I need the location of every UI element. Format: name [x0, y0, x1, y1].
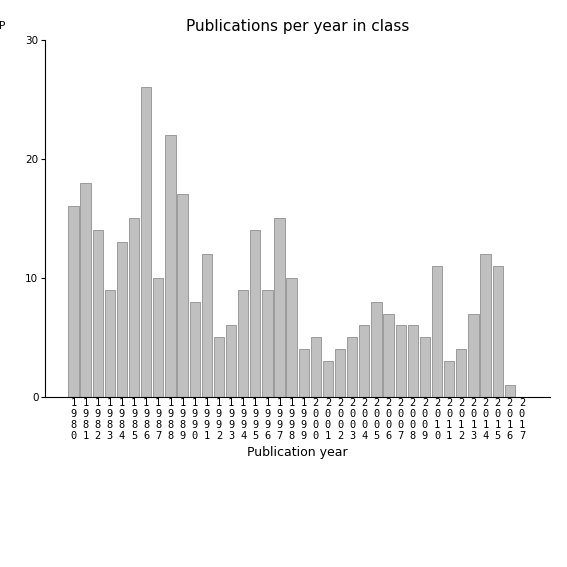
- Bar: [189, 302, 200, 397]
- Bar: [505, 385, 515, 397]
- Bar: [371, 302, 382, 397]
- Bar: [335, 349, 345, 397]
- Bar: [92, 230, 103, 397]
- Bar: [238, 290, 248, 397]
- Bar: [493, 266, 503, 397]
- Bar: [347, 337, 357, 397]
- Bar: [299, 349, 309, 397]
- Bar: [202, 254, 212, 397]
- Bar: [274, 218, 285, 397]
- Bar: [81, 183, 91, 397]
- Bar: [396, 325, 406, 397]
- Bar: [408, 325, 418, 397]
- Bar: [456, 349, 467, 397]
- Bar: [165, 135, 176, 397]
- Bar: [420, 337, 430, 397]
- Bar: [214, 337, 224, 397]
- Bar: [359, 325, 370, 397]
- Bar: [468, 314, 479, 397]
- Bar: [311, 337, 321, 397]
- Bar: [383, 314, 393, 397]
- Bar: [444, 361, 454, 397]
- Bar: [323, 361, 333, 397]
- Bar: [129, 218, 139, 397]
- Title: Publications per year in class: Publications per year in class: [186, 19, 409, 35]
- Bar: [117, 242, 127, 397]
- Bar: [153, 278, 163, 397]
- Bar: [262, 290, 273, 397]
- Bar: [286, 278, 297, 397]
- Bar: [177, 194, 188, 397]
- Bar: [141, 87, 151, 397]
- X-axis label: Publication year: Publication year: [247, 446, 348, 459]
- Text: #P: #P: [0, 20, 6, 31]
- Bar: [68, 206, 79, 397]
- Bar: [432, 266, 442, 397]
- Bar: [226, 325, 236, 397]
- Bar: [250, 230, 260, 397]
- Bar: [480, 254, 490, 397]
- Bar: [105, 290, 115, 397]
